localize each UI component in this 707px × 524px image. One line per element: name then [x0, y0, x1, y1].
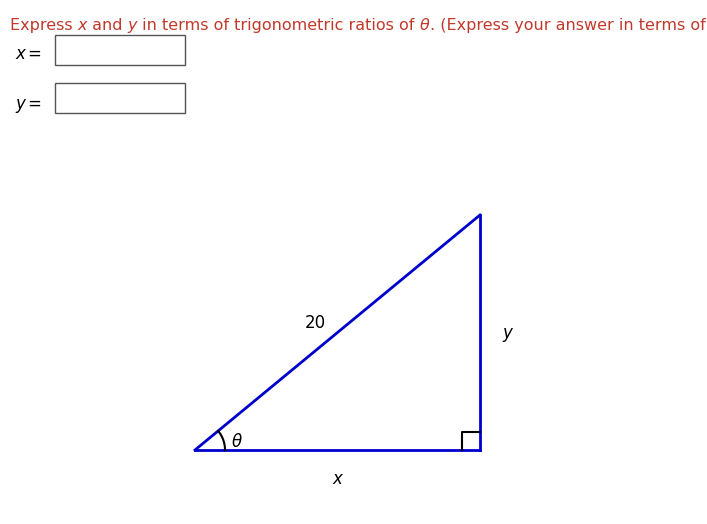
Bar	[55, 35, 185, 65]
Text: y: y	[502, 323, 512, 342]
Text: θ: θ	[420, 18, 430, 33]
Text: in terms of trigonometric ratios of: in terms of trigonometric ratios of	[137, 18, 420, 33]
Text: 20: 20	[305, 313, 326, 332]
Text: x: x	[78, 18, 87, 33]
Text: x: x	[15, 45, 25, 63]
Text: y: y	[15, 95, 25, 113]
Text: Express: Express	[10, 18, 78, 33]
Text: =: =	[27, 45, 41, 63]
Text: . (Express your answer in terms of: . (Express your answer in terms of	[430, 18, 707, 33]
Text: x: x	[332, 470, 342, 488]
Text: y: y	[128, 18, 137, 33]
Text: and: and	[87, 18, 128, 33]
Bar	[55, 83, 185, 113]
Text: =: =	[27, 95, 41, 113]
Text: θ: θ	[232, 433, 242, 451]
